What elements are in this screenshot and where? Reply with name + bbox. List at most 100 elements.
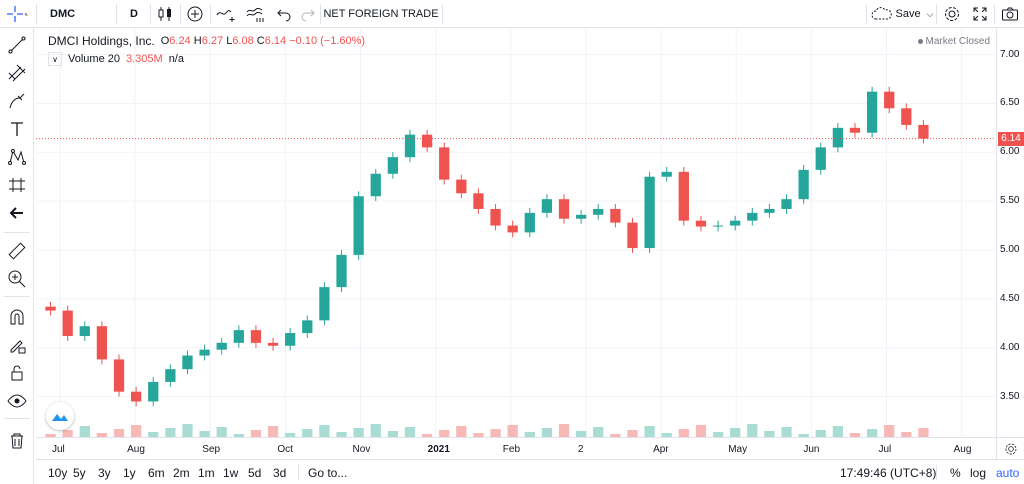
volume-bar [918,428,929,437]
chart-legend: DMCI Holdings, Inc. O6.24 H6.27 L6.08 C6… [48,34,365,48]
time-tick-label: Jul [52,444,65,455]
zoom-in-icon[interactable] [3,266,31,292]
volume-bar [216,427,227,437]
time-axis[interactable] [36,437,996,459]
lock-drawing-pencil-icon[interactable] [3,332,31,358]
text-tool-icon[interactable] [3,116,31,142]
compare-add-icon[interactable] [182,0,208,28]
range-button-2m[interactable]: 2m [173,465,190,480]
symbol-search-button[interactable]: DMC [50,8,76,20]
volume-bar [370,424,381,437]
volume-bar [165,428,176,437]
candle-style-icon[interactable] [152,0,178,28]
goto-button[interactable]: Go to... [308,465,348,480]
volume-bar [747,424,758,437]
range-button-1y[interactable]: 1y [123,465,136,480]
log-toggle[interactable]: log [970,465,987,480]
candle-body [285,333,296,346]
unlock-icon[interactable] [3,360,31,386]
save-button[interactable]: Save ⌵ [868,0,936,28]
fib-tool-icon[interactable] [3,60,31,86]
volume-bar [319,425,330,437]
price-tick-label: 6.50 [1000,97,1020,109]
volume-bar [541,428,553,437]
percent-toggle[interactable]: % [950,465,961,480]
top-toolbar: DMC D NET FOREIGN TRADE Save ⌵ [0,0,1024,28]
fullscreen-icon[interactable] [966,0,994,28]
cloud-icon [871,7,892,20]
volume-bar [610,434,621,437]
net-foreign-trade-button[interactable]: NET FOREIGN TRADE [323,8,439,20]
candle-body [558,199,570,219]
volume-bar [558,424,570,437]
time-tick-label: Jul [878,444,892,455]
auto-toggle[interactable]: auto [996,465,1020,480]
time-tick-label: 2021 [427,444,450,455]
candle-body [541,199,553,213]
volume-bar [336,432,347,437]
volume-bar [45,434,56,437]
volume-bar [439,430,450,437]
tradingview-logo-icon[interactable] [46,402,74,430]
candle-body [267,342,279,346]
price-tick-label: 4.00 [1000,341,1020,353]
candle-body [507,225,518,233]
candle-body [678,171,689,221]
range-button-5d[interactable]: 5d [248,465,262,480]
range-button-1m[interactable]: 1m [198,465,215,480]
camera-icon[interactable] [996,0,1024,28]
clock-display[interactable]: 17:49:46 (UTC+8) [840,465,937,480]
collapse-chevron-icon[interactable]: ∨ [48,52,62,66]
ruler-icon[interactable] [3,238,31,264]
undo-icon[interactable] [272,0,296,28]
volume-bar [456,426,467,437]
volume-bar [421,434,433,437]
volume-bar [712,432,724,437]
candle-body [815,147,826,170]
candle-body [370,173,381,197]
range-button-1w[interactable]: 1w [223,465,239,480]
time-tick-label: Nov [352,444,371,455]
time-tick-label: May [728,444,748,455]
arrow-left-icon[interactable] [3,200,31,226]
price-axis[interactable] [996,29,1024,437]
volume-bar [678,429,689,437]
save-label: Save [895,8,921,20]
volume-bar [627,430,638,437]
redo-icon[interactable] [296,0,320,28]
volume-bar [113,429,125,437]
range-button-6m[interactable]: 6m [148,465,165,480]
brush-icon[interactable] [3,88,31,114]
trend-line-icon[interactable] [3,32,31,58]
axis-settings-gear-icon[interactable] [996,437,1024,459]
ohlc-values: O6.24 H6.27 L6.08 C6.14 −0.10 (−1.60%) [160,35,366,47]
gear-icon[interactable] [938,0,966,28]
trash-icon[interactable] [3,428,31,454]
candle-body [576,214,587,219]
volume-bar [96,433,108,437]
crosshair-cursor-icon[interactable] [0,0,34,28]
time-tick-label: Aug [127,444,145,455]
price-tick-label: 7.00 [1000,48,1020,60]
magnet-icon[interactable] [3,304,31,330]
range-button-3d[interactable]: 3d [273,465,287,480]
range-button-5y[interactable]: 5y [73,465,86,480]
candle-body [712,225,724,227]
volume-bar [661,433,672,437]
prediction-tool-icon[interactable] [3,172,31,198]
volume-bar [302,429,313,437]
candle-body [113,359,125,392]
candle-body [644,176,655,249]
pattern-tool-icon[interactable] [3,144,31,170]
indicators-icon[interactable] [212,0,240,28]
volume-legend: ∨ Volume 20 3.305M n/a [48,52,184,66]
volume-bar [507,425,518,437]
price-tick-label: 4.50 [1000,292,1020,304]
range-button-10y[interactable]: 10y [48,465,68,480]
candle-body [421,134,433,148]
templates-icon[interactable] [242,0,270,28]
interval-button[interactable]: D [130,8,138,20]
range-button-3y[interactable]: 3y [98,465,111,480]
eye-icon[interactable] [3,388,31,414]
price-chart[interactable] [36,29,996,437]
